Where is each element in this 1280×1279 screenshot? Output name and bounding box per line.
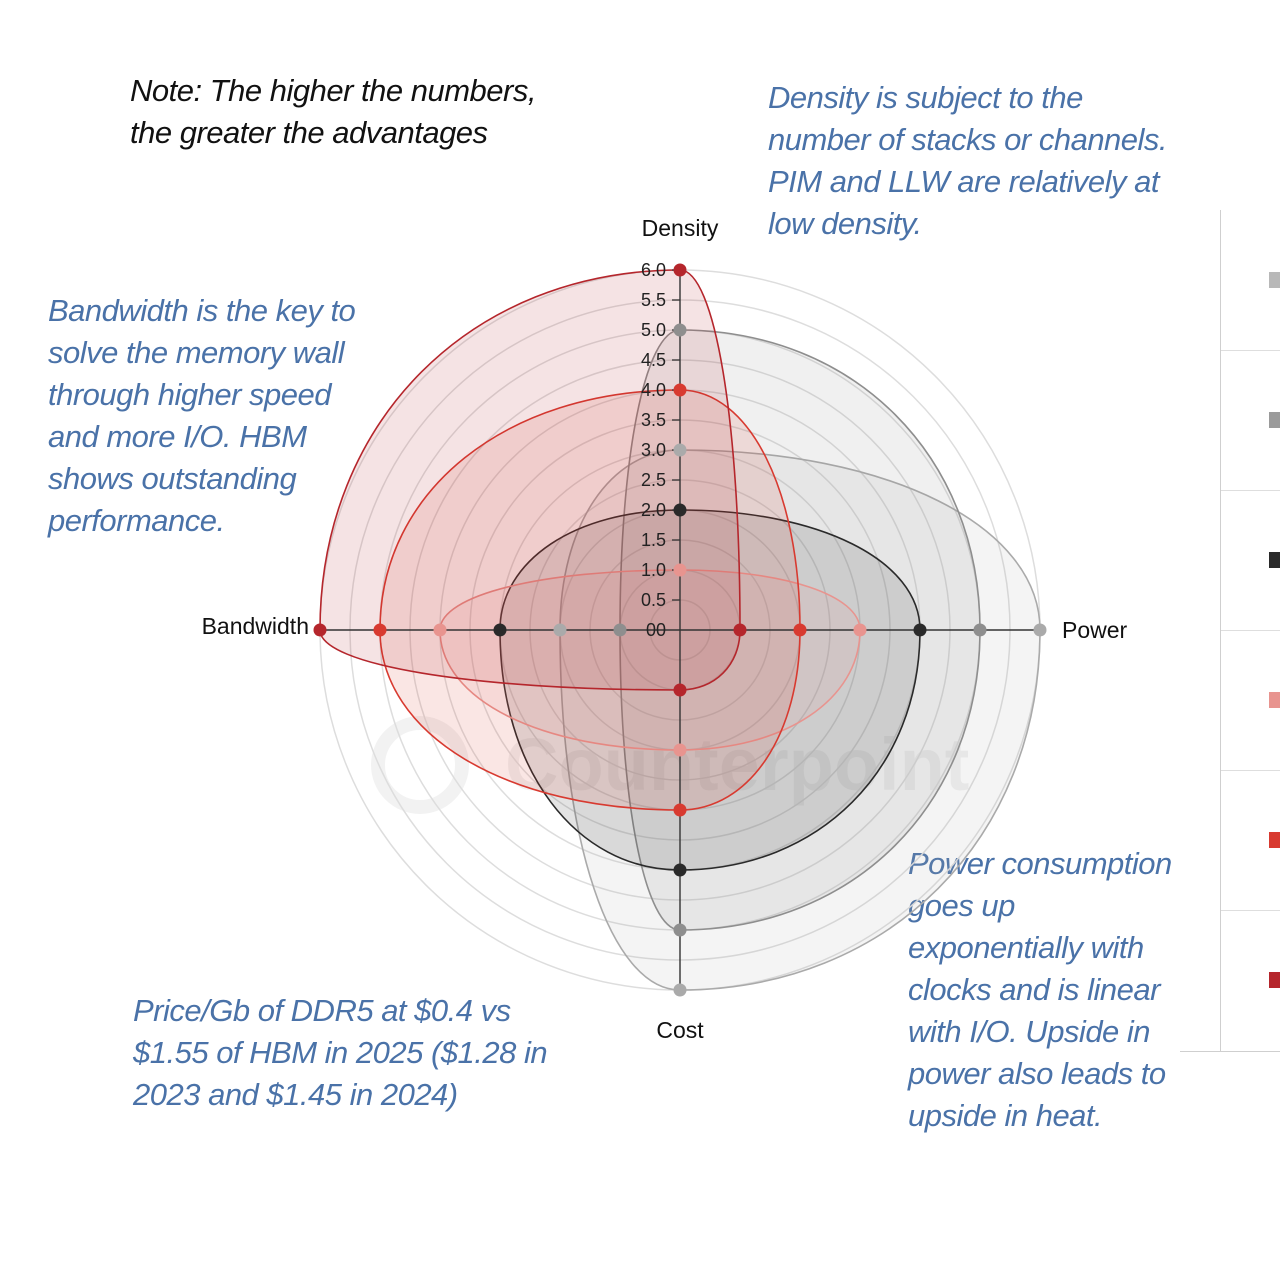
tick-scale: 0.5 1.0 1.5 2.0 2.5 3.0 3.5 4.0 4.5 5.0 5.5 6.0 00	[641, 260, 680, 640]
watermark: Counterpoint	[371, 716, 969, 814]
data-point	[673, 863, 687, 877]
legend-swatch	[1269, 972, 1280, 988]
price-annotation: Price/Gb of DDR5 at $0.4 vs $1.55 of HBM…	[133, 993, 548, 1112]
legend-row	[1221, 350, 1280, 491]
power-annotation: Power consumption goes up exponentially …	[908, 846, 1172, 1133]
data-point	[613, 623, 627, 637]
legend-row	[1221, 630, 1280, 771]
series-shape	[319, 269, 741, 691]
tick-label: 1.5	[641, 530, 666, 550]
data-points	[313, 263, 1047, 997]
data-point	[673, 983, 687, 997]
legend-row	[1221, 490, 1280, 631]
tick-label: 3.5	[641, 410, 666, 430]
data-point	[673, 923, 687, 937]
axis-label: Density	[642, 215, 719, 241]
data-point	[673, 743, 687, 757]
legend-swatch	[1269, 272, 1280, 288]
data-point	[793, 623, 807, 637]
tick-label: 5.5	[641, 290, 666, 310]
legend-divider	[1220, 210, 1221, 1052]
axis-labels: Density Power Cost Bandwidth	[202, 215, 1128, 1043]
tick-label: 2.0	[641, 500, 666, 520]
density-annotation: Density is subject to the number of stac…	[768, 80, 1168, 241]
data-point	[853, 623, 867, 637]
legend-bottom-line	[1180, 1051, 1280, 1052]
data-point	[373, 623, 387, 637]
legend-row	[1221, 910, 1280, 1050]
series-shape	[439, 569, 861, 751]
legend-row	[1221, 210, 1280, 351]
tick-label: 4.5	[641, 350, 666, 370]
tick-label: 6.0	[641, 260, 666, 280]
bandwidth-annotation: Bandwidth is the key to solve the memory…	[48, 293, 356, 538]
legend-row	[1221, 770, 1280, 911]
legend-panel	[1180, 210, 1280, 1052]
data-point	[493, 623, 507, 637]
center-label: 00	[646, 620, 666, 640]
data-point	[313, 623, 327, 637]
axis-label: Bandwidth	[202, 613, 309, 639]
tick-label: 2.5	[641, 470, 666, 490]
data-point	[973, 623, 987, 637]
legend-swatch	[1269, 692, 1280, 708]
data-point	[673, 683, 687, 697]
legend-swatch	[1269, 412, 1280, 428]
data-point	[553, 623, 567, 637]
axis-label: Power	[1062, 617, 1128, 643]
note-text: Note: The higher the numbers, the greate…	[130, 73, 536, 150]
data-point	[673, 443, 687, 457]
data-point	[673, 503, 687, 517]
legend-swatch	[1269, 832, 1280, 848]
tick-label: 5.0	[641, 320, 666, 340]
axis-label: Cost	[656, 1017, 704, 1043]
watermark-text: Counterpoint	[505, 723, 969, 806]
tick-label: 0.5	[641, 590, 666, 610]
data-point	[673, 803, 687, 817]
tick-label: 4.0	[641, 380, 666, 400]
tick-label: 1.0	[641, 560, 666, 580]
data-point	[673, 383, 687, 397]
data-point	[733, 623, 747, 637]
data-point	[673, 323, 687, 337]
data-point	[433, 623, 447, 637]
data-point	[673, 563, 687, 577]
data-point	[1033, 623, 1047, 637]
data-point	[673, 263, 687, 277]
data-point	[913, 623, 927, 637]
series-shape	[379, 389, 801, 811]
radar-chart: Counterpoint 0.5 1.0 1.5 2.0 2.5 3.0 3.5 4.0 4.5…	[202, 215, 1128, 1043]
legend-swatch	[1269, 552, 1280, 568]
tick-label: 3.0	[641, 440, 666, 460]
